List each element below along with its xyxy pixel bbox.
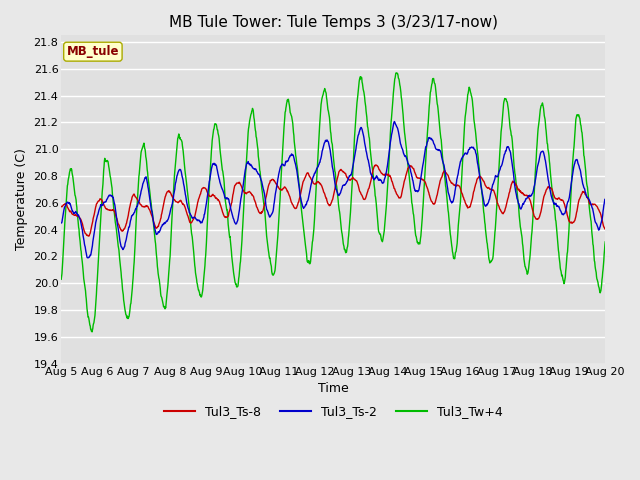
Y-axis label: Temperature (C): Temperature (C) <box>15 149 28 251</box>
X-axis label: Time: Time <box>318 382 349 395</box>
Title: MB Tule Tower: Tule Temps 3 (3/23/17-now): MB Tule Tower: Tule Temps 3 (3/23/17-now… <box>169 15 498 30</box>
Text: MB_tule: MB_tule <box>67 45 119 58</box>
Legend: Tul3_Ts-8, Tul3_Ts-2, Tul3_Tw+4: Tul3_Ts-8, Tul3_Ts-2, Tul3_Tw+4 <box>159 400 508 423</box>
